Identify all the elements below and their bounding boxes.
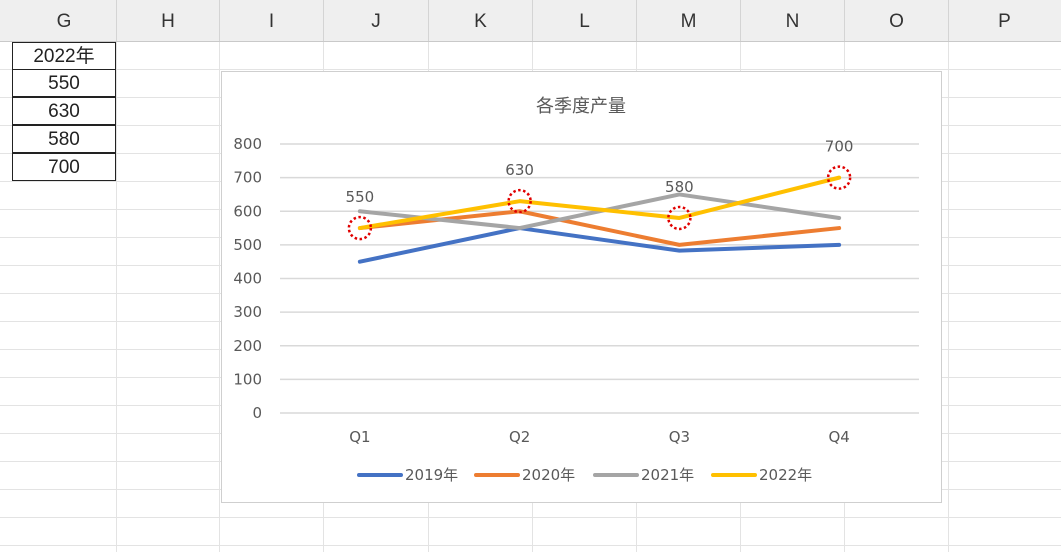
series-line-2019年	[357, 226, 842, 264]
data-label: 700	[825, 138, 854, 156]
legend-label: 2019年	[405, 466, 458, 484]
y-tick-label: 300	[233, 303, 262, 321]
x-tick-label: Q2	[509, 428, 530, 446]
data-label: 630	[505, 161, 534, 179]
x-tick-label: Q3	[669, 428, 690, 446]
column-header-n[interactable]: N	[741, 0, 845, 41]
y-tick-label: 800	[233, 135, 262, 153]
column-header-o[interactable]: O	[845, 0, 949, 41]
cell-g2[interactable]: 550	[12, 69, 116, 97]
legend-label: 2022年	[759, 466, 812, 484]
x-tick-label: Q1	[349, 428, 370, 446]
highlight-circle	[667, 205, 692, 231]
y-tick-label: 200	[233, 337, 262, 355]
column-header-p[interactable]: P	[998, 11, 1011, 32]
highlight-circle	[507, 188, 532, 214]
chart-title: 各季度产量	[536, 96, 626, 117]
cell-g1[interactable]: 2022年	[12, 42, 116, 70]
y-tick-label: 700	[233, 169, 262, 187]
series-line-2022年	[357, 175, 842, 231]
column-header-m[interactable]: M	[637, 0, 741, 41]
x-tick-label: Q4	[828, 428, 849, 446]
data-label: 580	[665, 178, 694, 196]
column-header-k[interactable]: K	[429, 0, 533, 41]
y-tick-label: 500	[233, 236, 262, 254]
cell-g5[interactable]: 700	[12, 153, 116, 181]
line-chart[interactable]: 各季度产量 0 100 200 300 400 500 600 700 800 Q1 Q2 Q3 Q4 5…	[221, 71, 942, 503]
cell-g3[interactable]: 630	[12, 97, 116, 125]
y-tick-label: 600	[233, 202, 262, 220]
column-header-j[interactable]: J	[324, 0, 429, 41]
chart-canvas: 各季度产量 0 100 200 300 400 500 600 700 800 Q1 Q2 Q3 Q4 5…	[233, 96, 919, 484]
y-tick-label: 400	[233, 270, 262, 288]
column-header-i[interactable]: I	[220, 0, 324, 41]
y-tick-label: 0	[252, 404, 262, 422]
y-tick-label: 100	[233, 370, 262, 388]
column-header-bar: G H I J K L M N O P	[0, 0, 1061, 42]
highlight-circle	[826, 165, 852, 190]
cell-g4[interactable]: 580	[12, 125, 116, 153]
column-header-l[interactable]: L	[533, 0, 637, 41]
highlight-circle	[347, 215, 373, 241]
data-label: 550	[346, 188, 375, 206]
legend-label: 2021年	[641, 466, 694, 484]
legend-label: 2020年	[522, 466, 575, 484]
column-header-h[interactable]: H	[117, 0, 220, 41]
column-header-g[interactable]: G	[12, 0, 117, 41]
